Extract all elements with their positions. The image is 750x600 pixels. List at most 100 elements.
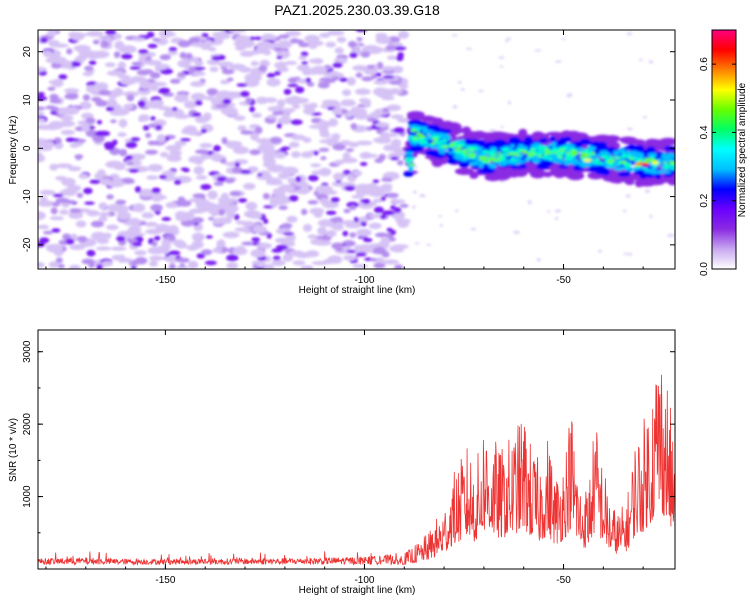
noise-blob <box>193 166 205 175</box>
noise-blob <box>266 73 276 78</box>
noise-blob <box>38 262 45 268</box>
noise-blob <box>81 258 96 265</box>
noise-blob <box>168 250 181 256</box>
figure-title: PAZ1.2025.230.03.39.G18 <box>274 2 440 18</box>
noise-blob <box>82 94 91 101</box>
signal-blob <box>531 148 535 151</box>
noise-blob <box>300 51 309 57</box>
noise-blob <box>200 42 212 50</box>
noise-blob <box>437 215 443 218</box>
snr-y-ticks: 1000 2000 3000 <box>22 340 675 534</box>
signal-blob <box>617 172 631 177</box>
noise-blob <box>147 43 158 49</box>
noise-blob <box>161 239 172 247</box>
signal-blob <box>419 141 428 144</box>
noise-blob <box>109 110 128 116</box>
noise-blob <box>277 99 286 108</box>
signal-blob <box>478 163 484 168</box>
noise-blob <box>69 143 80 148</box>
noise-blob <box>169 78 181 84</box>
noise-blob <box>291 151 301 158</box>
noise-blob <box>38 106 46 111</box>
noise-blob <box>144 60 163 66</box>
signal-blob <box>590 141 601 147</box>
noise-blob <box>354 244 364 253</box>
noise-blob <box>110 119 117 124</box>
x-tick-label: -100 <box>354 275 374 286</box>
noise-blob <box>384 144 401 150</box>
noise-blob <box>201 33 209 38</box>
noise-blob <box>152 37 161 42</box>
noise-blob <box>83 187 93 195</box>
noise-blob <box>318 147 330 152</box>
spectrogram-x-ticks: -150 -100 -50 <box>45 30 644 286</box>
signal-blob <box>575 147 584 152</box>
noise-blob <box>89 179 101 184</box>
noise-blob <box>212 248 223 253</box>
noise-blob <box>649 214 653 219</box>
noise-blob <box>312 58 324 65</box>
noise-blob <box>218 209 226 216</box>
signal-blob <box>562 171 582 178</box>
noise-blob <box>58 120 75 127</box>
signal-blob <box>651 166 657 169</box>
signal-blob <box>620 166 627 170</box>
noise-blob <box>320 156 327 161</box>
signal-blob <box>450 142 454 146</box>
noise-blob <box>245 97 252 104</box>
noise-blob <box>151 187 161 194</box>
noise-blob <box>642 116 648 119</box>
noise-blob <box>204 260 217 266</box>
signal-blob <box>496 151 502 154</box>
noise-blob <box>134 186 142 193</box>
noise-blob <box>302 103 318 108</box>
snr-y-label: SNR (10 * v/v) <box>8 418 19 482</box>
signal-blob <box>559 137 568 144</box>
signal-blob <box>554 150 561 152</box>
noise-blob <box>225 111 240 116</box>
noise-blob <box>38 66 47 72</box>
noise-blob <box>176 257 190 263</box>
colorbar-bar <box>712 30 736 269</box>
signal-blob <box>664 145 675 151</box>
noise-blob <box>75 220 87 228</box>
noise-blob <box>241 241 256 246</box>
noise-blob <box>211 55 223 61</box>
signal-blob <box>492 154 499 157</box>
colorbar-tick-label: 0.0 <box>699 262 710 276</box>
noise-blob <box>330 197 340 203</box>
noise-blob <box>237 125 247 131</box>
signal-blob <box>587 146 597 151</box>
noise-blob <box>310 66 319 75</box>
noise-blob <box>103 141 116 148</box>
noise-blob <box>384 88 403 95</box>
noise-blob <box>95 246 112 251</box>
signal-blob <box>459 161 470 168</box>
noise-blob <box>118 118 128 128</box>
noise-blob <box>413 165 418 169</box>
noise-blob <box>38 92 45 97</box>
signal-blob <box>465 145 473 148</box>
noise-blob <box>229 141 243 148</box>
noise-blob <box>386 55 398 60</box>
noise-blob <box>49 216 65 221</box>
noise-blob <box>176 265 189 269</box>
noise-blob <box>120 78 137 85</box>
noise-blob <box>92 39 100 45</box>
noise-blob <box>179 52 187 59</box>
noise-blob <box>334 47 344 54</box>
noise-blob <box>240 130 253 135</box>
noise-blob <box>293 181 309 187</box>
signal-blob <box>569 150 577 152</box>
noise-blob <box>209 66 219 73</box>
signal-blob <box>526 157 532 160</box>
noise-blob <box>86 50 101 60</box>
noise-blob <box>211 31 230 37</box>
noise-blob <box>334 159 345 165</box>
signal-blob <box>620 160 627 164</box>
signal-blob <box>416 132 421 135</box>
noise-blob <box>182 168 190 173</box>
signal-blob <box>571 148 577 151</box>
noise-blob <box>625 194 631 198</box>
